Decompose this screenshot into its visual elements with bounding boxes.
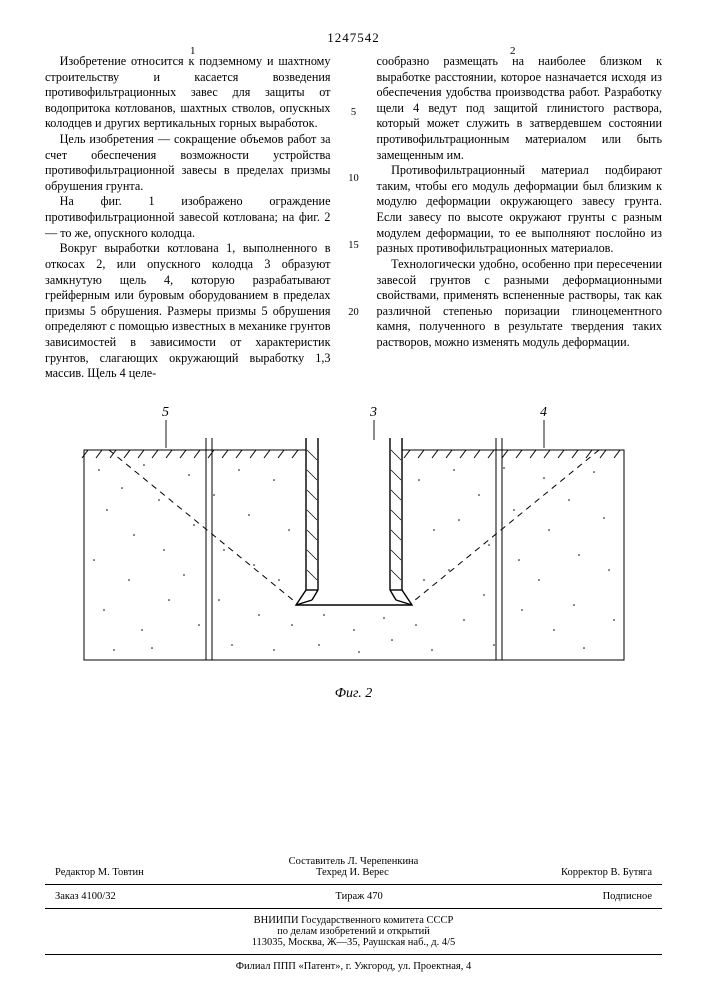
line-mark: 20 [341,306,367,319]
figure-label-3: 3 [369,405,377,420]
paragraph: Технологически удобно, особенно при пере… [377,257,663,351]
order-number: Заказ 4100/32 [55,891,116,902]
address-line: 113035, Москва, Ж—35, Раушская наб., д. … [45,937,662,948]
figure-label-4: 4 [540,405,547,420]
figure-caption: Фиг. 2 [45,686,662,702]
paragraph: Изобретение относится к подземному и шах… [45,54,331,132]
paragraph: сообразно размещать на наиболее близком … [377,54,663,163]
filial-line: Филиал ППП «Патент», г. Ужгород, ул. Про… [45,961,662,972]
figure-label-5: 5 [162,405,169,420]
paragraph: Вокруг выработки котлована 1, выполненно… [45,241,331,381]
text-columns: Изобретение относится к подземному и шах… [45,54,662,382]
line-number-gutter: 5 10 15 20 [341,54,367,382]
org-line-2: по делам изобретений и открытий [45,926,662,937]
editor: Редактор М. Товтин [55,867,144,878]
tech-editor: Техред И. Верес [144,867,561,878]
figure-svg: 5 3 4 [74,400,634,680]
org-line-1: ВНИИПИ Государственного комитета СССР [45,915,662,926]
line-mark: 10 [341,172,367,185]
tirazh: Тираж 470 [116,891,603,902]
line-mark: 5 [341,106,367,119]
line-mark: 15 [341,239,367,252]
patent-number: 1247542 [45,30,662,46]
page: 1247542 1 2 Изобретение относится к подз… [0,0,707,1000]
paragraph: Противофильтрационный материал подбирают… [377,163,663,257]
column-number-right: 2 [510,45,516,57]
subscription: Подписное [603,891,652,902]
corrector: Корректор В. Бутяга [561,867,652,878]
left-column: Изобретение относится к подземному и шах… [45,54,341,382]
imprint-footer: Составитель Л. Черепенкина Редактор М. Т… [45,856,662,972]
column-number-left: 1 [190,45,196,57]
paragraph: Цель изобретения — сокращение объемов ра… [45,132,331,194]
right-column: сообразно размещать на наиболее близком … [367,54,663,382]
compiler-line: Составитель Л. Черепенкина [45,856,662,867]
figure-2: 5 3 4 Фиг. 2 [45,400,662,702]
paragraph: На фиг. 1 изображено ограждение противоф… [45,194,331,241]
